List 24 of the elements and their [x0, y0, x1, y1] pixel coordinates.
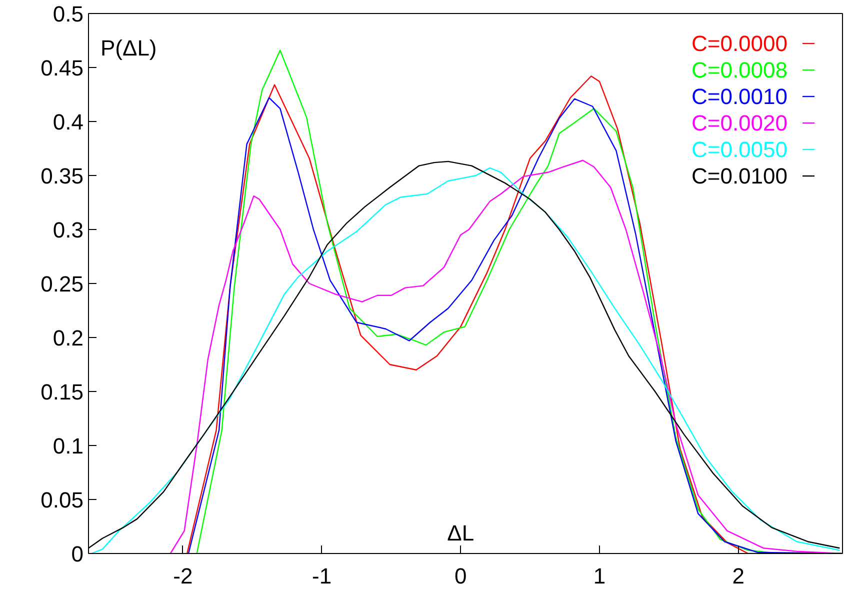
y-tick-label: 0.5	[52, 2, 84, 26]
y-tick-label: 0.05	[40, 488, 84, 512]
legend-label: C=0.0010	[691, 84, 788, 109]
x-tick-label: -2	[173, 564, 193, 588]
legend-label: C=0.0000	[691, 31, 788, 56]
legend-label: C=0.0008	[691, 58, 788, 82]
y-tick-label: 0.45	[40, 56, 84, 80]
y-tick-label: 0.35	[40, 164, 84, 188]
x-tick-label: 1	[593, 564, 606, 588]
y-tick-label: 0.15	[40, 380, 84, 404]
legend-label: C=0.0020	[691, 110, 788, 136]
y-tick-label: 0	[71, 542, 84, 566]
y-tick-label: 0.2	[52, 326, 84, 350]
x-tick-label: 2	[732, 564, 744, 588]
legend-label: C=0.0050	[691, 137, 788, 162]
x-tick-label: -1	[312, 564, 332, 588]
y-tick-label: 0.3	[52, 218, 84, 242]
y-tick-label: 0.4	[52, 110, 84, 134]
y-tick-label: 0.25	[40, 272, 84, 296]
legend-label: C=0.0100	[691, 164, 788, 188]
y-tick-label: 0.1	[52, 434, 84, 458]
x-tick-label: 0	[454, 564, 467, 588]
y-axis-title: P(ΔL)	[100, 36, 157, 60]
x-axis-title: ΔL	[447, 520, 474, 546]
